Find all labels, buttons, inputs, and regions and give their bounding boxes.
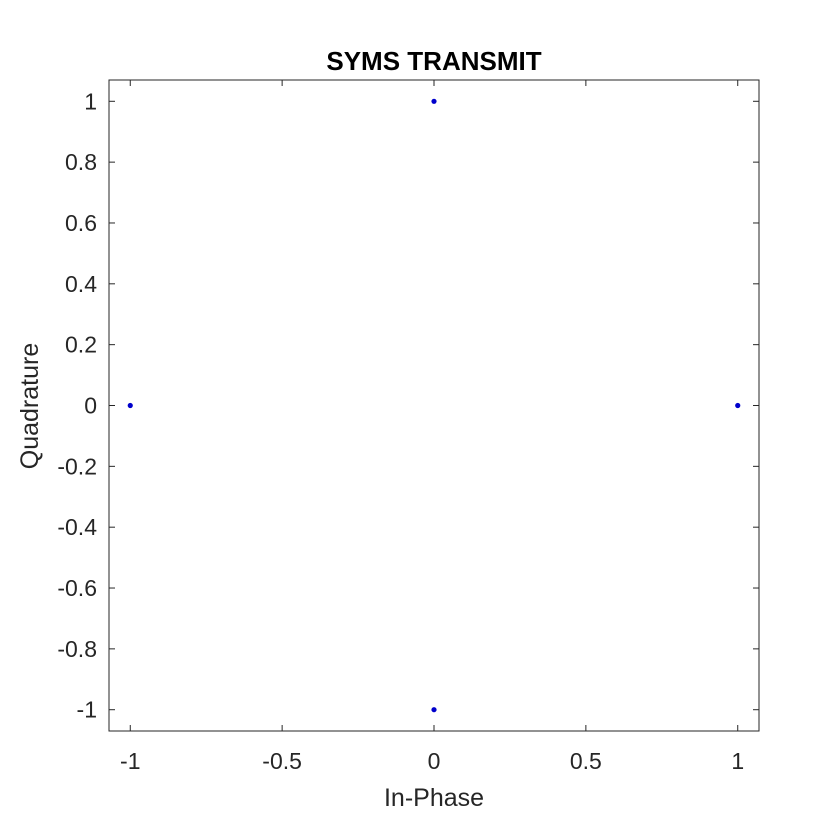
data-point: [735, 402, 741, 409]
y-tick-label: -1: [77, 697, 97, 723]
x-tick-label: 0: [428, 748, 441, 774]
y-tick-label: 0: [84, 393, 97, 419]
x-axis-label: In-Phase: [384, 784, 484, 812]
y-tick-label: 0.8: [65, 149, 97, 175]
x-axis: -1 -0.5 0 0.5 1: [120, 80, 744, 774]
plot-area: [108, 79, 760, 732]
data-point: [431, 98, 437, 104]
data-point: [127, 402, 133, 409]
x-tick-label: -0.5: [262, 748, 302, 774]
x-tick-label: -1: [120, 748, 140, 774]
y-tick-label: -0.4: [57, 514, 97, 540]
y-axis: 1 0.8 0.6 0.4 0.2 0 -0.2 -0.4 -0.6 -0.8 -1: [57, 88, 759, 723]
y-tick-label: 0.4: [65, 271, 97, 297]
y-tick-label: 0.2: [65, 332, 97, 358]
y-axis-label: Quadrature: [16, 343, 44, 469]
data-points: [127, 98, 741, 713]
y-tick-label: 1: [84, 88, 97, 114]
chart-title: SYMS TRANSMIT: [326, 46, 541, 76]
data-point: [431, 707, 437, 713]
x-tick-label: 0.5: [570, 748, 602, 774]
y-tick-label: 0.6: [65, 210, 97, 236]
y-tick-label: -0.8: [57, 636, 97, 662]
y-tick-label: -0.2: [57, 453, 97, 479]
x-tick-label: 1: [731, 748, 744, 774]
y-tick-label: -0.6: [57, 575, 97, 601]
